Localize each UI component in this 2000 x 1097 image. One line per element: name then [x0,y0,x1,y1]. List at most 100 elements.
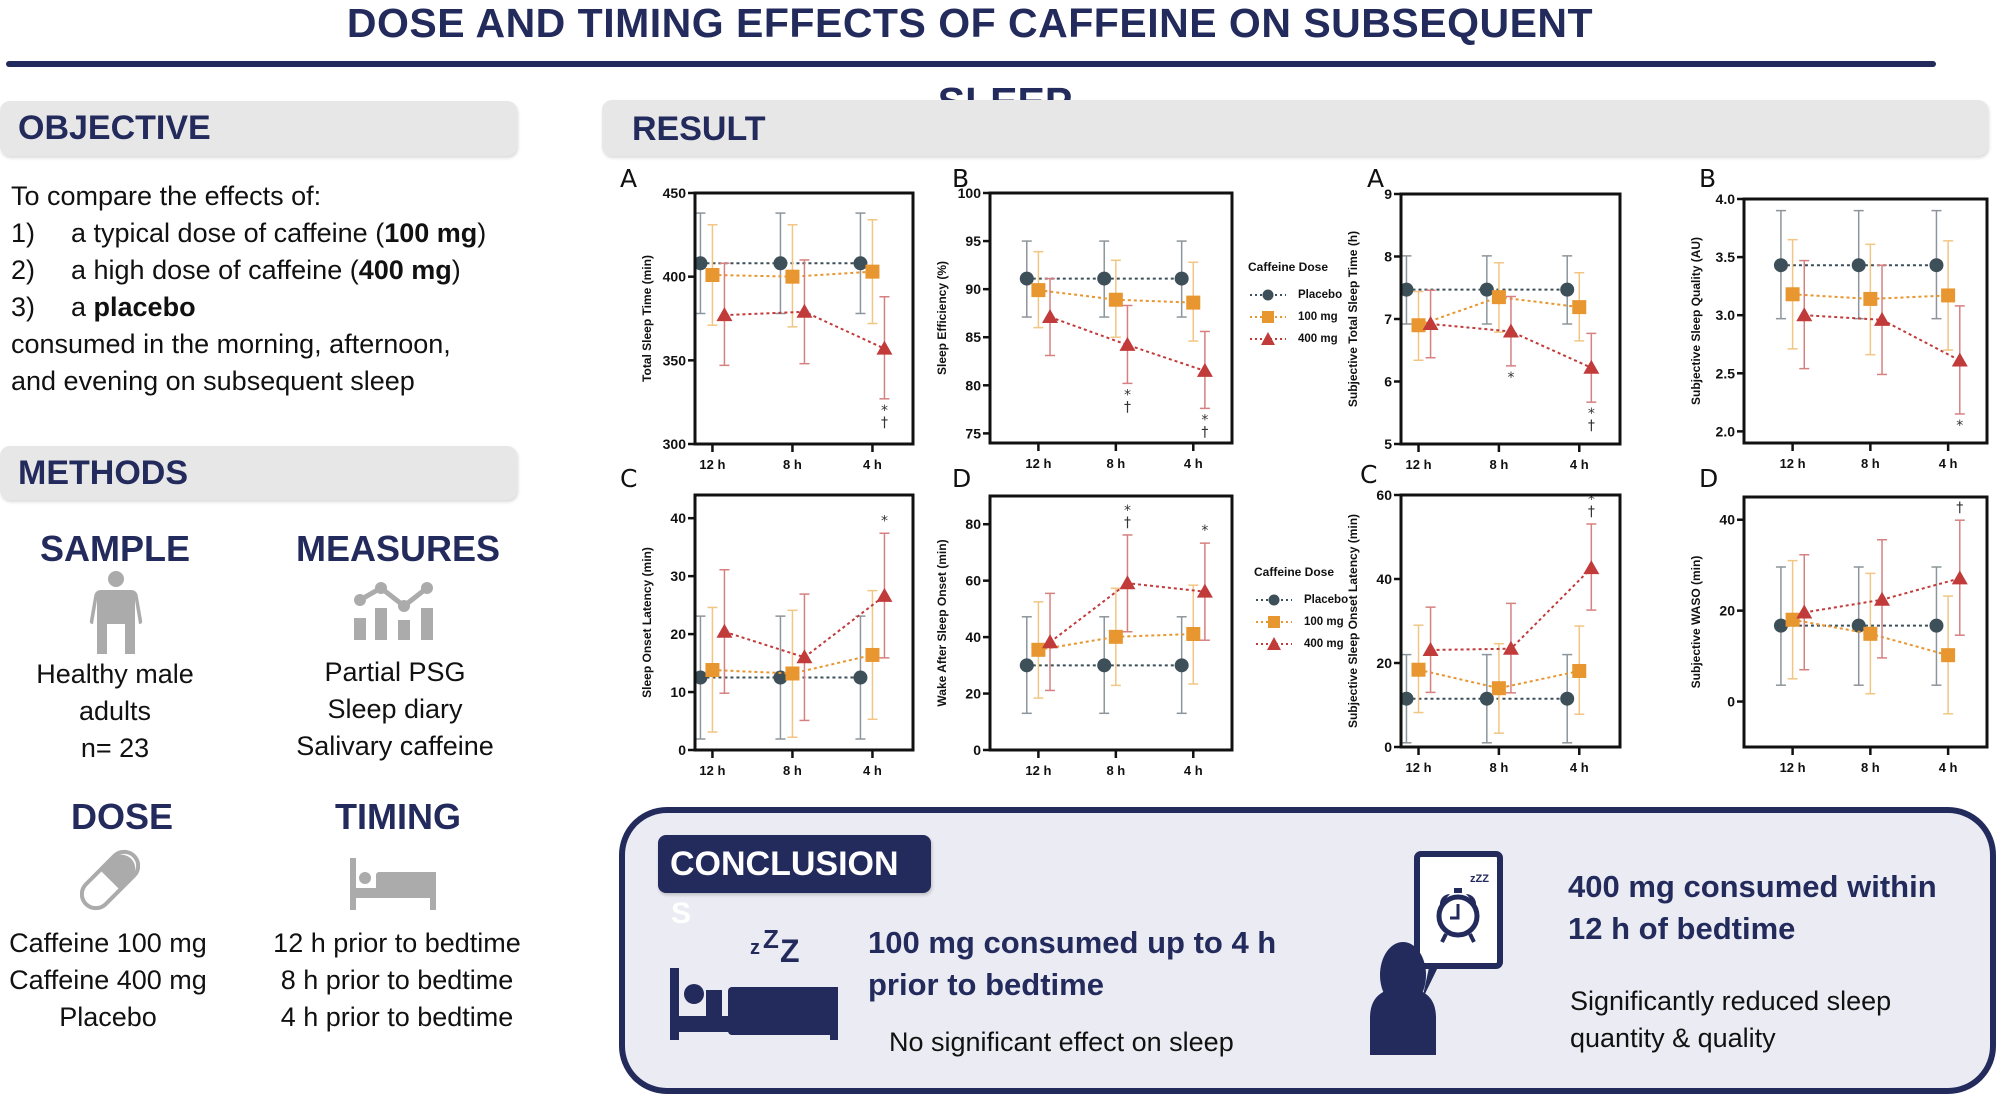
legend-title: Caffeine Dose [1248,260,1329,274]
objective-outro: and evening on subsequent sleep [11,366,415,396]
data-point [1019,271,1034,286]
series-100mg [1411,624,1587,734]
circle-marker-icon [1250,289,1286,301]
headline-line: 12 h of bedtime [1568,911,1796,946]
significance-marker: * [1956,418,1963,434]
series-400mg [1796,519,1968,671]
data-point [716,623,733,638]
data-point [1796,307,1813,322]
poster-title-line1: DOSE AND TIMING EFFECTS OF CAFFEINE ON S… [346,0,1594,46]
significance-marker: * [1201,412,1208,428]
item-text: a high dose of caffeine ( [71,255,359,285]
panel-label: B [952,164,970,193]
conclusion-left-detail: No significant effect on sleep [889,1027,1234,1057]
legend-label: 100 mg [1298,311,1338,323]
y-tick-label: 20 [1719,603,1735,619]
significance-marker: * [1588,406,1595,422]
significance-marker: † [1124,515,1131,531]
timing-line: 12 h prior to bedtime [273,928,521,958]
data-point [1941,648,1956,663]
data-point [1399,691,1414,706]
chart-wake-after-sleep-onset: 0 20 40 60 80 12 h 8 h 4 h Wake After Sleep Onse… [935,494,1234,778]
y-tick-label: 3.5 [1716,249,1736,265]
y-axis-label: Wake After Sleep Onset (min) [935,539,949,706]
methods-header: METHODS [0,446,517,500]
detail-line: quantity & quality [1570,1023,1776,1053]
data-point [1174,658,1189,673]
data-point [1042,634,1059,649]
y-tick-label: 10 [670,684,686,700]
x-tick-label: 8 h [1861,760,1880,775]
data-point [1560,691,1575,706]
plot-frame [693,191,915,446]
y-tick-label: 0 [973,742,981,758]
objective-header: OBJECTIVE [0,101,517,156]
sample-description: Healthy male adults n= 23 [0,656,255,767]
chart-svg: 2.0 2.5 3.0 3.5 4.0 12 h 8 h 4 h Subjective Slee… [1689,191,1989,471]
x-tick-label: 4 h [863,763,882,778]
series-100mg [1411,262,1587,361]
y-tick-label: 60 [965,573,981,589]
data-point [785,269,800,284]
dose-line: Caffeine 400 mg [9,965,207,995]
headline-line: 100 mg consumed up to 4 h [868,925,1277,960]
data-point [1874,591,1891,606]
square-marker-icon [1250,311,1286,323]
y-tick-label: 75 [965,425,981,441]
data-point [1422,641,1439,656]
significance-marker: † [1201,424,1208,440]
data-point [1572,663,1587,678]
series-100mg [705,219,880,328]
measures-description: Partial PSG Sleep diary Salivary caffein… [255,654,535,765]
y-tick-label: 0 [1727,694,1735,710]
significance-marker: † [1956,500,1963,516]
data-point [1773,618,1788,633]
y-axis-label: Subjective WASO (min) [1689,556,1703,689]
data-point [1851,258,1866,273]
measures-heading: MEASURES [295,528,501,569]
series-100mg [1031,584,1201,699]
x-tick-label: 8 h [1489,457,1508,472]
plot-frame [1399,192,1622,446]
x-tick-label: 4 h [1939,456,1958,471]
data-point [693,256,708,271]
x-tick-label: 4 h [1570,457,1589,472]
data-point [1572,300,1587,315]
timing-description: 12 h prior to bedtime 8 h prior to bedti… [257,925,537,1036]
y-tick-label: 6 [1384,374,1392,390]
sample-heading: SAMPLE [39,528,190,569]
x-tick-label: 8 h [783,763,802,778]
y-tick-label: 20 [670,626,686,642]
data-point [1951,570,1968,585]
data-point [1174,271,1189,286]
significance-marker: * [1201,523,1208,539]
data-point [1863,291,1878,306]
data-point [1479,282,1494,297]
significance-marker: * [1507,370,1514,386]
series-placebo [1399,255,1575,325]
series-400mg [1042,277,1213,410]
y-tick-label: 40 [965,629,981,645]
measures-line: Partial PSG [324,657,466,687]
detail-line: Significantly reduced sleep [1570,986,1892,1016]
title-divider [6,61,1936,67]
y-tick-label: 95 [965,233,981,249]
svg-text:zZZ: zZZ [1470,873,1489,885]
data-point [1851,618,1866,633]
chart-svg: 0 10 20 30 40 12 h 8 h 4 h Sleep Onset Latency (… [640,493,915,778]
y-tick-label: 100 [958,185,982,201]
legend-label: 100 mg [1304,616,1344,628]
y-tick-label: 20 [965,686,981,702]
series-100mg [705,589,880,738]
series-line [1804,314,1961,362]
series-100mg [1785,238,1956,356]
chart-svg: 0 20 40 60 80 12 h 8 h 4 h Wake After Sleep Onse… [935,494,1234,778]
panel-label: A [620,164,638,193]
series-400mg [1796,259,1968,415]
legend-label: Placebo [1304,594,1349,606]
circle-marker-icon [1256,594,1292,606]
y-tick-label: 300 [663,436,687,452]
legend-label: 400 mg [1304,638,1344,650]
legend-item-placebo: Placebo [1248,284,1342,306]
significance-marker: † [1124,399,1131,415]
